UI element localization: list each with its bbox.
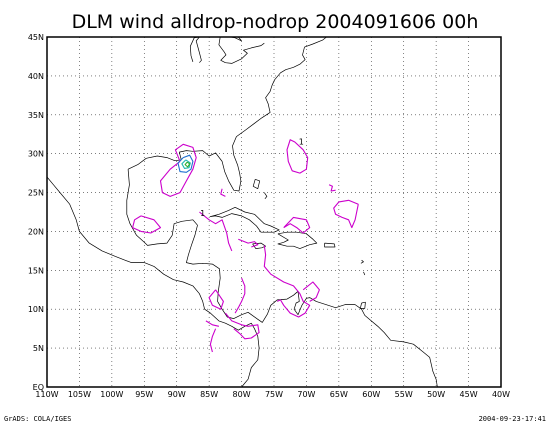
coastline	[210, 36, 265, 64]
lat-lon-grid	[47, 37, 501, 387]
x-tick-label: 55W	[395, 390, 413, 399]
contour-line-level-2	[177, 154, 194, 173]
y-tick-label: 20N	[28, 227, 44, 236]
x-tick-label: 105W	[68, 390, 91, 399]
coastline	[360, 259, 364, 264]
contour-line-level-4	[184, 161, 191, 168]
contour-line-level-1	[238, 238, 259, 248]
contour-label: 1	[299, 137, 304, 146]
coastline	[252, 178, 261, 190]
contour-line-level-1	[220, 188, 226, 197]
contour-line-level-1	[132, 215, 162, 234]
map-frame	[46, 36, 502, 388]
x-tick-label: 50W	[427, 390, 445, 399]
coastline	[363, 271, 366, 276]
map-title: DLM wind alldrop-nodrop 2004091606 00h	[72, 11, 479, 33]
footer-credit: GrADS: COLA/IGES	[4, 415, 71, 423]
contour-line-level-1	[333, 199, 359, 229]
coastline	[195, 36, 202, 63]
x-tick-label: 110W	[35, 390, 58, 399]
x-tick-label: 65W	[330, 390, 348, 399]
contour-line-level-1	[234, 277, 246, 314]
contour-line-level-1	[263, 245, 311, 318]
x-tick-label: 90W	[168, 390, 186, 399]
contour-line-level-1	[286, 139, 309, 174]
contour-line-level-1	[328, 184, 336, 192]
x-tick-label: 60W	[362, 390, 380, 399]
x-tick-label: 75W	[265, 390, 283, 399]
y-tick-label: 30N	[28, 150, 44, 159]
coastline	[277, 231, 318, 249]
contour-line-level-1	[209, 328, 217, 353]
contour-label: 1	[200, 209, 205, 218]
x-tick-label: 45W	[460, 390, 478, 399]
coastline	[126, 169, 438, 388]
y-tick-label: 40N	[28, 72, 44, 81]
contour-line-level-1	[283, 216, 311, 234]
contour-line-level-1	[199, 211, 233, 252]
x-tick-label: 40W	[492, 390, 510, 399]
coastline	[209, 206, 280, 233]
contour-line-level-1	[159, 143, 197, 197]
coastline	[324, 242, 336, 248]
latitude-tick-labels: EQ 5N 10N 15N 20N 25N 30N 35N 40N 45N	[28, 33, 44, 392]
coastline	[264, 192, 268, 200]
coastline	[189, 36, 200, 63]
y-tick-label: 35N	[28, 111, 44, 120]
coastline	[359, 301, 366, 309]
x-tick-label: 100W	[100, 390, 123, 399]
coastlines	[46, 36, 438, 388]
x-tick-label: 85W	[200, 390, 218, 399]
coastline	[127, 36, 327, 192]
contour-line-level-1	[205, 320, 220, 327]
contour-labels: 11	[200, 137, 304, 218]
y-tick-label: 5N	[33, 344, 44, 353]
footer-timestamp: 2004-09-23-17:41	[479, 415, 546, 423]
contour-line-level-3	[181, 159, 191, 169]
contour-line-level-1	[224, 312, 260, 340]
x-tick-label: 95W	[135, 390, 153, 399]
contour-line-level-1	[208, 289, 224, 310]
x-tick-label: 70W	[297, 390, 315, 399]
y-tick-label: 10N	[28, 305, 44, 314]
y-tick-label: 25N	[28, 189, 44, 198]
y-tick-label: EQ	[33, 383, 44, 392]
longitude-tick-labels: 110W 105W 100W 95W 90W 85W 80W 75W 70W 65W 60W 55W 5…	[35, 390, 510, 399]
x-tick-label: 80W	[233, 390, 251, 399]
contour-line-level-1	[302, 281, 320, 302]
coastline	[46, 176, 260, 388]
y-tick-label: 45N	[28, 33, 44, 42]
coastline	[252, 242, 266, 249]
y-tick-label: 15N	[28, 266, 44, 275]
wind-difference-contours	[132, 139, 359, 353]
